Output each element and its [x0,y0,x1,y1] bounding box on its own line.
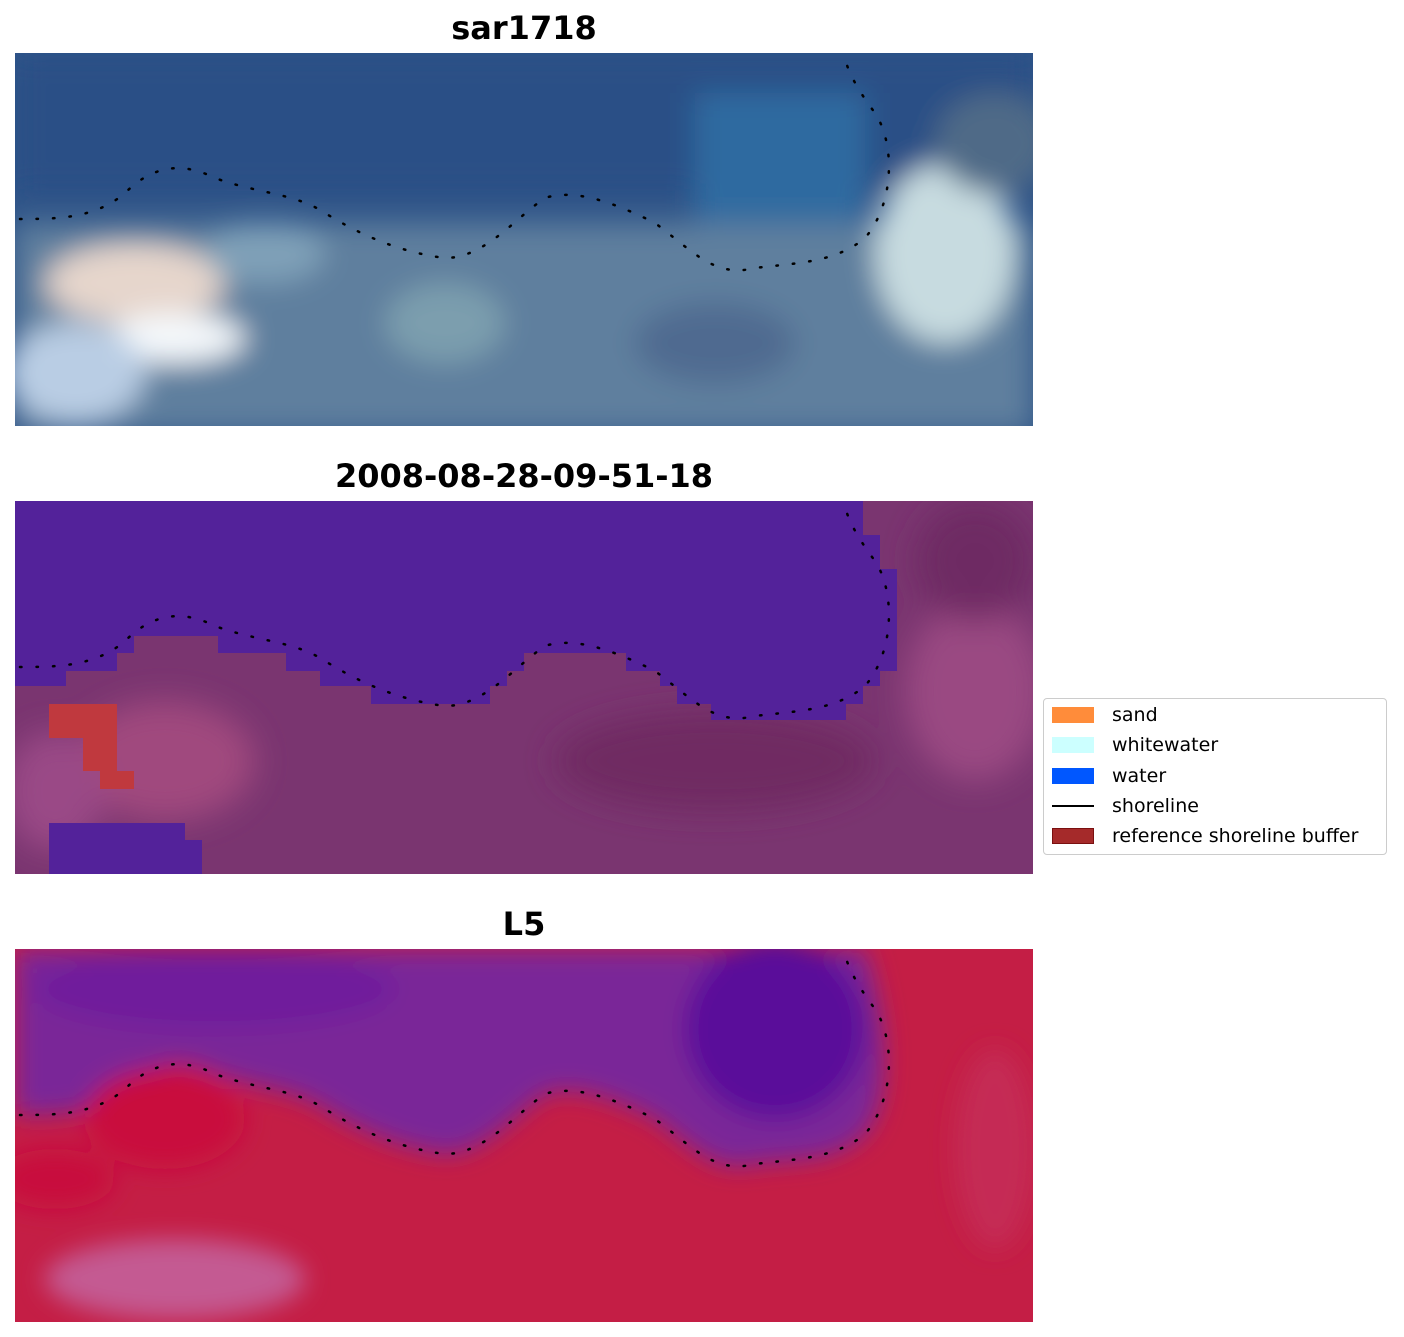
panel-title-rgb: sar1718 [451,9,597,47]
shoreline-dots [18,504,891,720]
panel-title-index: L5 [502,905,546,943]
legend-item-water: water [1052,765,1166,787]
image-panel-index [15,949,1033,1322]
legend-label: sand [1112,704,1158,726]
water-swatch [1052,768,1094,784]
legend-item-shoreline: shoreline [1052,795,1199,817]
legend: sand whitewater water shoreline referenc… [1043,698,1387,855]
image-panel-classified [15,501,1033,874]
buffer-swatch [1052,828,1094,844]
legend-item-buffer: reference shoreline buffer [1052,825,1358,847]
legend-label: whitewater [1112,734,1219,756]
legend-label: shoreline [1112,795,1199,817]
image-panel-rgb [15,53,1033,426]
sand-swatch [1052,707,1094,723]
legend-item-sand: sand [1052,704,1158,726]
water-class-patch [49,823,202,874]
panel-title-classified: 2008-08-28-09-51-18 [334,457,714,495]
buffer-class-region [49,704,134,789]
shoreline-dots [18,56,891,272]
legend-label: reference shoreline buffer [1112,825,1359,847]
shoreline-dots [18,952,891,1168]
legend-item-whitewater: whitewater [1052,734,1218,756]
legend-label: water [1112,765,1167,787]
shoreline-line-swatch [1052,805,1094,807]
whitewater-swatch [1052,737,1094,753]
water-class-region [15,501,897,720]
